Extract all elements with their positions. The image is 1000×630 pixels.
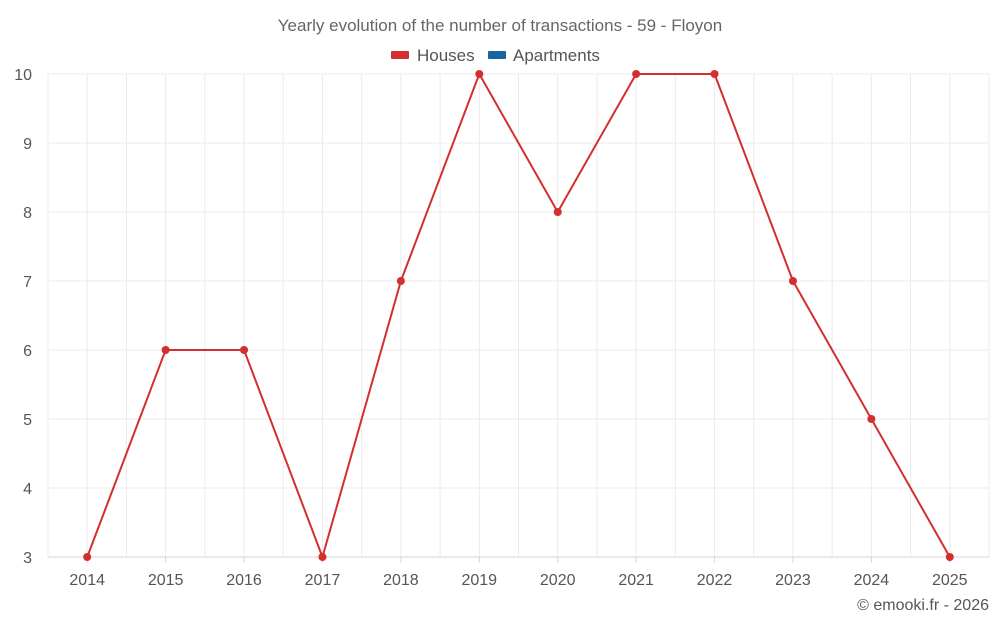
data-point-houses[interactable] <box>83 553 92 561</box>
legend-swatch-apartments <box>488 51 506 59</box>
data-point-houses[interactable] <box>788 277 797 285</box>
legend-label-houses: Houses <box>417 46 475 65</box>
data-point-houses[interactable] <box>867 415 876 423</box>
x-tick-label: 2018 <box>383 572 419 589</box>
x-tick-label: 2022 <box>697 572 733 589</box>
x-tick-label: 2020 <box>540 572 576 589</box>
y-tick-label: 10 <box>14 67 32 84</box>
data-point-houses[interactable] <box>475 70 484 78</box>
legend: Houses Apartments <box>391 46 600 65</box>
y-tick-label: 3 <box>23 550 32 567</box>
data-point-houses[interactable] <box>710 70 719 78</box>
data-point-houses[interactable] <box>396 277 405 285</box>
x-tick-label: 2021 <box>618 572 654 589</box>
grid <box>47 73 990 557</box>
axes: 3 4 5 6 7 8 9 10 2014 2015 2016 2017 2018 2019 2020 202… <box>14 67 989 589</box>
data-point-houses[interactable] <box>553 208 562 216</box>
x-tick-label: 2016 <box>226 572 262 589</box>
legend-swatch-houses <box>391 51 409 59</box>
x-tick-label: 2014 <box>69 572 105 589</box>
x-tick-label: 2019 <box>461 572 497 589</box>
chart-title: Yearly evolution of the number of transa… <box>278 16 722 35</box>
data-point-houses[interactable] <box>240 346 249 354</box>
x-tick-label: 2017 <box>305 572 341 589</box>
series <box>83 70 954 561</box>
data-point-houses[interactable] <box>945 553 954 561</box>
x-tick-label: 2024 <box>854 572 890 589</box>
data-point-houses[interactable] <box>161 346 170 354</box>
legend-item-apartments[interactable]: Apartments <box>488 46 600 65</box>
data-point-houses[interactable] <box>632 70 641 78</box>
data-point-houses[interactable] <box>318 553 327 561</box>
y-tick-label: 4 <box>23 481 32 498</box>
x-tick-label: 2025 <box>932 572 968 589</box>
y-tick-label: 9 <box>23 136 32 153</box>
y-tick-label: 8 <box>23 205 32 222</box>
series-line-houses <box>86 73 951 558</box>
y-tick-label: 7 <box>23 274 32 291</box>
y-tick-label: 6 <box>23 343 32 360</box>
y-tick-label: 5 <box>23 412 32 429</box>
x-tick-label: 2015 <box>148 572 184 589</box>
legend-label-apartments: Apartments <box>513 46 600 65</box>
legend-item-houses[interactable]: Houses <box>391 46 475 65</box>
credit-text: © emooki.fr - 2026 <box>857 597 989 614</box>
x-tick-label: 2023 <box>775 572 811 589</box>
